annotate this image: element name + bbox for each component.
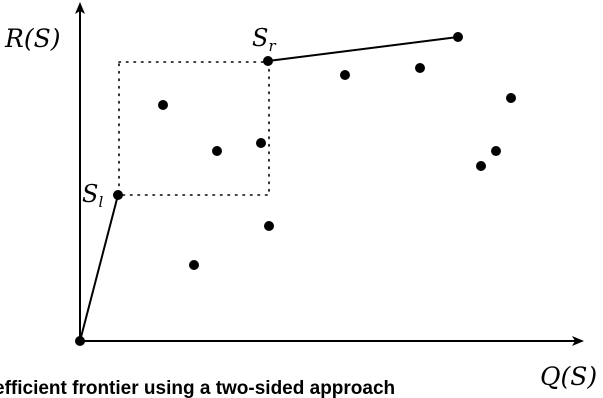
point-sl-label-subscript: l — [98, 193, 103, 211]
point-sl-label-main: S — [82, 180, 98, 208]
scatter-point — [415, 63, 425, 73]
point-sl — [113, 190, 123, 200]
scatter-point — [212, 146, 222, 156]
frontier-end-point — [453, 32, 463, 42]
scatter-point — [189, 260, 199, 270]
point-sl-label: Sl — [82, 180, 103, 211]
dominance-region-box — [118, 61, 270, 196]
point-sr-label-main: S — [252, 24, 268, 52]
scatter-point — [264, 221, 274, 231]
point-sr-label-subscript: r — [268, 37, 276, 55]
y-axis-label: R(S) — [4, 24, 60, 53]
scatter-point — [340, 70, 350, 80]
scatter-point — [491, 146, 501, 156]
frontier-segment-sr-to-top — [267, 36, 459, 62]
scatter-point — [256, 138, 266, 148]
scatter-point — [506, 93, 516, 103]
x-axis-label: Q(S) — [540, 362, 597, 391]
frontier-segment-origin-to-sl — [79, 194, 119, 342]
point-sr — [263, 56, 273, 66]
figure-caption: efficient frontier using a two-sided app… — [0, 378, 395, 398]
point-sr-label: Sr — [252, 24, 276, 55]
scatter-point — [476, 161, 486, 171]
origin-point — [75, 336, 85, 346]
scatter-point — [158, 100, 168, 110]
